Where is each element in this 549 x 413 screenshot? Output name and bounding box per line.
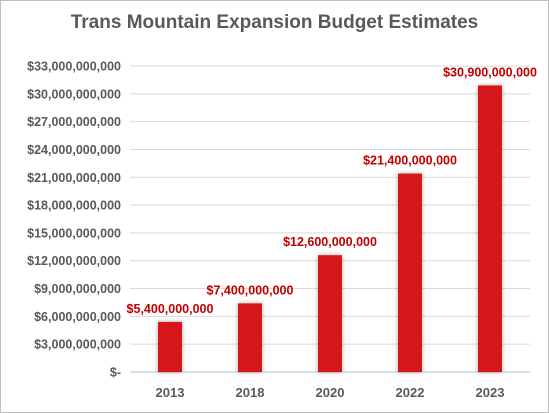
bar-2018	[238, 303, 262, 372]
x-tick-label: 2023	[476, 385, 505, 400]
y-tick-label: $18,000,000,000	[27, 199, 121, 213]
y-tick-label: $6,000,000,000	[34, 310, 121, 324]
y-tick-label: $-	[110, 366, 121, 380]
bar-2013	[158, 321, 182, 372]
x-tick-label: 2018	[236, 385, 265, 400]
y-tick-label: $33,000,000,000	[27, 60, 121, 74]
data-label-2020: $12,600,000,000	[283, 235, 377, 249]
bar-2022	[398, 173, 422, 372]
y-tick-label: $15,000,000,000	[27, 226, 121, 240]
bar-2023	[478, 85, 502, 373]
data-label-2023: $30,900,000,000	[443, 65, 537, 79]
bars	[158, 85, 502, 373]
data-label-2013: $5,400,000,000	[127, 302, 214, 316]
data-label-2018: $7,400,000,000	[207, 283, 294, 297]
bar-2020	[318, 255, 342, 372]
y-tick-label: $24,000,000,000	[27, 143, 121, 157]
y-tick-label: $30,000,000,000	[27, 87, 121, 101]
y-axis-ticks: $- $3,000,000,000 $6,000,000,000 $9,000,000…	[27, 60, 121, 380]
x-axis-ticks: 2013 2018 2020 2022 2023	[156, 385, 505, 400]
y-tick-label: $12,000,000,000	[27, 254, 121, 268]
y-tick-label: $21,000,000,000	[27, 171, 121, 185]
gridlines	[130, 65, 530, 373]
data-label-2022: $21,400,000,000	[363, 154, 457, 168]
x-tick-label: 2022	[396, 385, 425, 400]
x-tick-label: 2020	[316, 385, 345, 400]
y-tick-label: $27,000,000,000	[27, 115, 121, 129]
y-tick-label: $9,000,000,000	[34, 282, 121, 296]
data-labels: $5,400,000,000 $7,400,000,000 $12,600,000,…	[127, 65, 537, 315]
chart-title: Trans Mountain Expansion Budget Estimate…	[70, 12, 479, 33]
y-tick-label: $3,000,000,000	[34, 338, 121, 352]
x-tick-label: 2013	[156, 385, 185, 400]
